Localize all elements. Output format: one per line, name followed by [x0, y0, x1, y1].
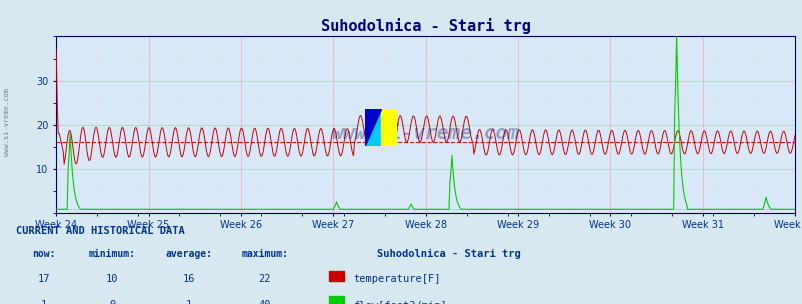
Text: www.si-vreme.com: www.si-vreme.com — [331, 124, 519, 143]
Title: Suhodolnica - Stari trg: Suhodolnica - Stari trg — [320, 18, 530, 34]
Text: minimum:: minimum: — [89, 249, 136, 259]
Text: 16: 16 — [182, 274, 195, 284]
Text: 0: 0 — [109, 300, 115, 304]
Text: Suhodolnica - Stari trg: Suhodolnica - Stari trg — [377, 249, 520, 259]
Bar — [329, 271, 343, 281]
Text: average:: average: — [165, 249, 212, 259]
Text: 1: 1 — [41, 300, 47, 304]
Bar — [365, 109, 381, 146]
Text: 17: 17 — [38, 274, 51, 284]
Text: now:: now: — [32, 249, 56, 259]
Text: temperature[F]: temperature[F] — [353, 274, 440, 284]
Text: flow[foot3/min]: flow[foot3/min] — [353, 300, 447, 304]
Text: CURRENT AND HISTORICAL DATA: CURRENT AND HISTORICAL DATA — [16, 226, 184, 236]
Polygon shape — [365, 109, 381, 146]
Text: www.si-vreme.com: www.si-vreme.com — [4, 88, 10, 156]
Bar — [381, 109, 397, 146]
Text: 10: 10 — [106, 274, 119, 284]
Bar — [329, 296, 343, 304]
Text: 1: 1 — [185, 300, 192, 304]
Text: 22: 22 — [258, 274, 271, 284]
Text: maximum:: maximum: — [241, 249, 288, 259]
Text: 40: 40 — [258, 300, 271, 304]
